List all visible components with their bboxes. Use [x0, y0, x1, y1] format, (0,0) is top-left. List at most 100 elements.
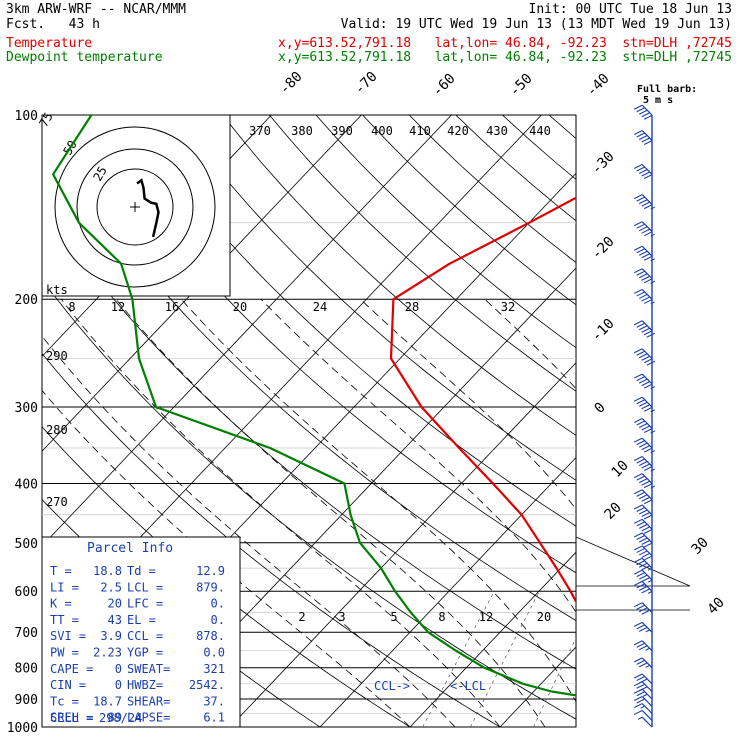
barb-flag	[633, 456, 643, 461]
isotherm	[0, 115, 1, 727]
isotherm	[42, 115, 452, 547]
barb-flag	[633, 518, 643, 524]
barb-flag	[638, 353, 648, 359]
barb-flag	[638, 494, 648, 500]
barb-half	[645, 629, 650, 633]
barb-flag	[641, 275, 650, 281]
barb-staff	[641, 716, 653, 728]
dry-adiabat	[689, 115, 740, 727]
wind-barb	[633, 580, 653, 594]
mixing-ratio-label-top: 8	[68, 300, 75, 314]
parcel-value: 2.5	[100, 580, 122, 594]
barb-flag	[638, 686, 648, 692]
barb-flag	[638, 562, 648, 568]
barb-staff	[641, 710, 653, 721]
barb-flag	[638, 401, 648, 407]
parcel-value: 0.0	[203, 646, 225, 660]
barb-flag	[638, 169, 648, 175]
barb-flag	[636, 547, 645, 553]
moist-adiabat	[42, 389, 411, 727]
barb-flag	[633, 621, 643, 627]
skew-t-label: -80	[277, 69, 306, 98]
barb-guide	[575, 536, 691, 611]
barb-flag	[633, 640, 643, 646]
parcel-key: EL =	[127, 613, 156, 627]
parcel-value: 2542.	[189, 678, 225, 692]
wind-barb	[633, 504, 653, 520]
barb-flag	[638, 273, 648, 279]
wind-barb	[633, 545, 653, 561]
barb-flag	[638, 199, 648, 205]
mixing-ratio-label-low: 12	[479, 610, 493, 624]
chart-header: 3km ARW-WRF -- NCAR/MMM Init: 00 UTC Tue…	[0, 0, 740, 70]
pressure-label-1000: 1000	[7, 721, 38, 736]
skew-t-label: 10	[609, 458, 632, 481]
barb-flag	[638, 537, 648, 543]
pressure-label-400: 400	[15, 477, 38, 492]
barb-flag	[641, 609, 650, 615]
barb-flag	[641, 112, 650, 118]
barb-flag	[638, 250, 648, 256]
mixing-ratio-label-top: 24	[313, 300, 327, 314]
parcel-key: LI =	[50, 580, 79, 594]
moist-adiabat	[42, 335, 456, 727]
skew-t-label: 20	[602, 500, 625, 523]
barb-flag	[633, 288, 643, 294]
mixing-ratio-label-top: 28	[405, 300, 419, 314]
barb-flag	[643, 427, 653, 433]
wind-barb	[633, 518, 653, 534]
isotherm	[229, 362, 576, 727]
barb-flag	[646, 332, 655, 338]
parcel-key: LAPSE=	[127, 711, 170, 725]
mixing-ratio-line	[470, 591, 540, 727]
barb-flag	[638, 378, 648, 384]
parcel-key: YGP =	[127, 646, 163, 660]
pressure-label-700: 700	[15, 626, 38, 641]
isotherm	[319, 456, 576, 727]
barb-flag	[638, 509, 648, 515]
pressure-label-600: 600	[15, 585, 38, 600]
barb-half	[642, 693, 648, 697]
barb-flag	[638, 607, 648, 613]
isotherm	[42, 115, 362, 452]
cell-label: CELL =	[50, 711, 93, 725]
dry-adiabat	[42, 278, 576, 720]
barb-flag	[643, 231, 653, 237]
barb-flag	[636, 698, 645, 704]
mixing-ratio-label-low: 3	[338, 610, 345, 624]
barb-flag	[636, 291, 645, 297]
barb-flag	[633, 348, 643, 354]
parcel-value: 20	[108, 597, 122, 611]
dry-adiabat	[596, 115, 740, 727]
barb-flag	[633, 703, 643, 709]
skew-t-label: 0	[592, 400, 609, 417]
mixing-ratio-label-top: 12	[111, 300, 125, 314]
wind-barb	[633, 348, 655, 366]
ccl-annotation: CCL->	[374, 679, 410, 693]
barb-flag	[638, 550, 648, 556]
theta-label: 420	[447, 124, 469, 138]
barb-flag	[633, 104, 643, 110]
wind-barb	[633, 164, 653, 180]
barb-flag	[641, 404, 650, 410]
parcel-frame	[41, 536, 241, 728]
mixing-ratio-label-low: 2	[298, 610, 305, 624]
pressure-label-200: 200	[15, 293, 38, 308]
wind-barb	[633, 709, 653, 721]
wind-barbs	[575, 104, 691, 728]
moist-adiabat	[360, 298, 576, 510]
parcel-key: Tc =	[50, 694, 79, 708]
parcel-value: 43	[108, 613, 122, 627]
barb-flag	[636, 350, 645, 356]
barb-flag	[636, 376, 645, 382]
skew-t-label: 40	[705, 595, 728, 618]
theta-label: 440	[529, 124, 551, 138]
barb-flag	[638, 574, 648, 580]
barb-flag	[633, 221, 643, 227]
dry-adiabat	[42, 352, 501, 727]
barb-flag	[633, 709, 643, 715]
parcel-value: 18.8	[93, 564, 122, 578]
barb-flag	[641, 588, 650, 594]
barb-flag	[638, 135, 648, 141]
parcel-info-box: Parcel Info T = 18.8 Td = 12.9 LI = 2.5 LCL = 87…	[41, 536, 241, 728]
